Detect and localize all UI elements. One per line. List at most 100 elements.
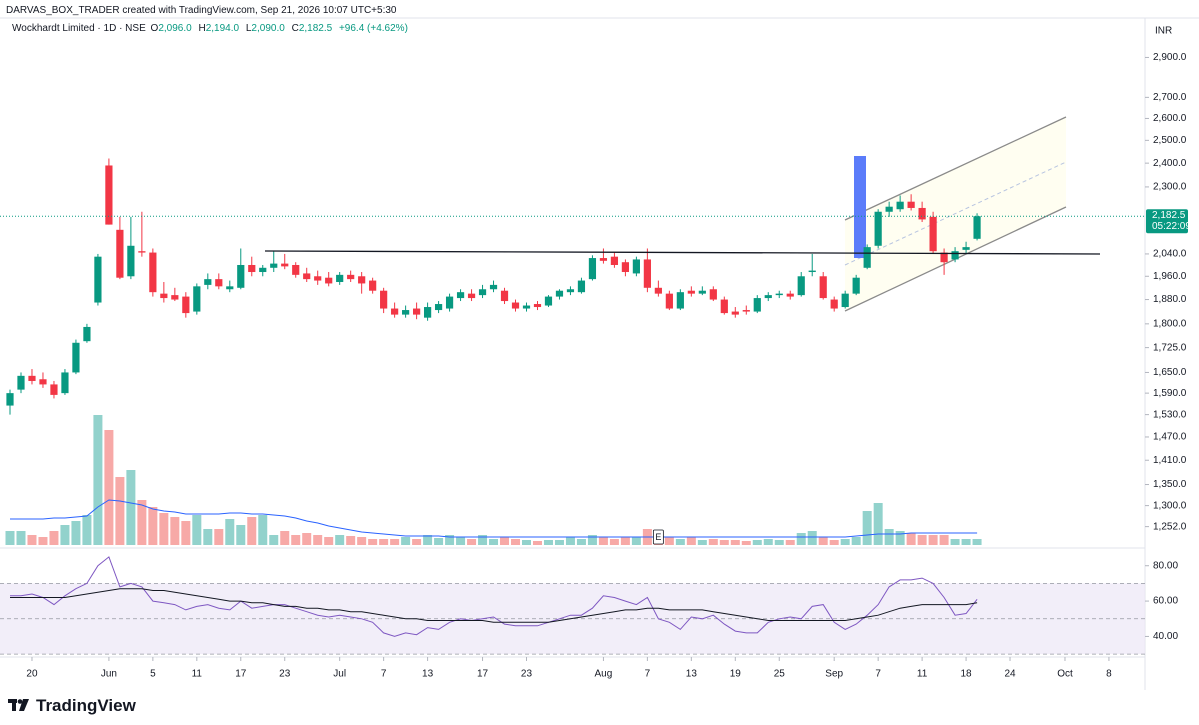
- volume-bar: [324, 537, 334, 545]
- candle-body: [709, 289, 717, 300]
- candle-body: [413, 308, 421, 315]
- candle-body: [500, 290, 509, 302]
- candle-body: [643, 259, 651, 288]
- volume-bar: [390, 539, 400, 545]
- candle-body: [380, 290, 388, 309]
- symbol: Wockhardt Limited · 1D · NSE: [12, 23, 146, 34]
- candle-body: [72, 342, 80, 373]
- candle-body: [797, 276, 805, 296]
- volume-bar: [675, 539, 685, 545]
- candle-body: [237, 264, 245, 288]
- candle-body: [61, 372, 69, 394]
- rsi-tick-label: 60.00: [1153, 596, 1178, 607]
- volume-bar: [928, 535, 938, 545]
- volume-bar: [873, 503, 883, 545]
- candle-body: [533, 304, 542, 308]
- candle-body: [786, 293, 794, 297]
- y-tick-label: 1,650.0: [1153, 367, 1187, 378]
- candle-body: [303, 273, 311, 280]
- volume-bar: [587, 535, 597, 545]
- x-tick-label: Aug: [595, 669, 613, 680]
- x-tick-label: 8: [1106, 669, 1112, 680]
- candle-body: [588, 258, 597, 280]
- volume-bar: [203, 529, 213, 545]
- candle-body: [742, 310, 750, 312]
- earnings-badge: [652, 529, 664, 545]
- candle-body: [456, 292, 465, 299]
- x-tick-label: 7: [645, 669, 651, 680]
- candle-body: [270, 263, 278, 268]
- volume-bar: [60, 525, 70, 545]
- candle-body: [753, 298, 761, 312]
- candle-body: [852, 277, 860, 294]
- rsi-tick-label: 40.00: [1153, 631, 1178, 642]
- volume-bar: [576, 539, 586, 545]
- volume-bar: [456, 537, 466, 545]
- volume-bar: [357, 537, 367, 545]
- candle-body: [511, 302, 520, 309]
- y-tick-label: 1,725.0: [1153, 342, 1187, 353]
- y-tick-label: 1,590.0: [1153, 388, 1187, 399]
- open-key: O: [150, 23, 159, 34]
- volume-bar: [730, 540, 740, 545]
- y-tick-label: 1,960.0: [1153, 271, 1187, 282]
- logo: [8, 699, 29, 711]
- candle-body: [676, 292, 684, 309]
- candle-body: [731, 311, 739, 315]
- candle-body: [819, 276, 827, 299]
- candle-body: [215, 279, 223, 287]
- volume-bar: [631, 537, 641, 545]
- volume-bar: [115, 477, 125, 545]
- countdown: 05:22:09: [1152, 221, 1191, 232]
- candle-body: [907, 201, 915, 208]
- candle-body: [951, 251, 959, 260]
- volume-ma: [10, 499, 978, 538]
- volume-bar: [467, 539, 477, 545]
- volume-bar: [807, 531, 817, 545]
- candle-body: [830, 299, 838, 309]
- candle-body: [292, 264, 300, 275]
- x-tick-label: 25: [774, 669, 786, 680]
- volume-bar: [181, 521, 191, 545]
- credit: DARVAS_BOX_TRADER created with TradingVi…: [6, 5, 397, 16]
- x-tick-label: 11: [917, 669, 928, 680]
- low-key: L: [245, 23, 252, 34]
- candle-body: [599, 258, 608, 261]
- candle-body: [610, 256, 619, 265]
- volume-bar: [104, 430, 114, 545]
- y-tick-label: 2,400.0: [1153, 158, 1187, 169]
- volume-bar: [16, 531, 26, 545]
- close-key: C: [291, 23, 299, 34]
- y-tick-label: 1,800.0: [1153, 318, 1187, 329]
- candle-body: [467, 293, 476, 299]
- channel-upper: [844, 116, 1067, 221]
- y-tick-label: 2,600.0: [1153, 113, 1187, 124]
- candles: [6, 158, 981, 415]
- candle-body: [445, 296, 454, 309]
- volume-bar: [950, 539, 960, 545]
- volume-bar: [225, 519, 235, 545]
- volume-bar: [412, 539, 422, 545]
- candle-body: [17, 375, 25, 390]
- y-tick-label: 1,252.0: [1153, 521, 1187, 532]
- volume-bar: [214, 529, 224, 545]
- volume-bar: [148, 507, 158, 545]
- volume-bar: [763, 539, 773, 545]
- volume-bar: [939, 535, 949, 545]
- candle-body: [654, 287, 662, 294]
- rsi-line: [10, 556, 978, 637]
- x-tick-label: 20: [26, 669, 38, 680]
- rsi-ma-line: [10, 588, 978, 623]
- candle-body: [940, 252, 948, 263]
- volume-bar: [796, 533, 806, 545]
- open: 2,096.0: [158, 23, 192, 34]
- volume-bar: [313, 535, 323, 545]
- candle-body: [193, 286, 201, 312]
- volume-bar: [247, 517, 257, 545]
- candle-body: [698, 290, 706, 294]
- high-key: H: [198, 23, 206, 34]
- candle-body: [522, 305, 531, 309]
- volume-bar: [697, 540, 707, 545]
- candle-body: [105, 165, 113, 225]
